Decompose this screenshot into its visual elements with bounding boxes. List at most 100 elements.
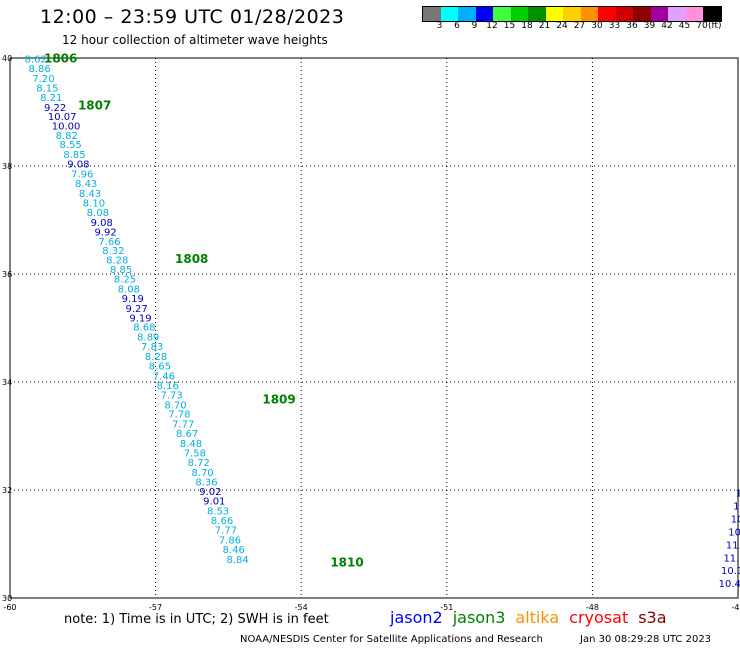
swh-value-label: 8.82 xyxy=(56,131,78,142)
swh-value-label: 7.46 xyxy=(153,371,175,382)
swh-value-label: 7.77 xyxy=(215,526,237,537)
swh-value-label: 9.27 xyxy=(126,304,148,315)
swh-value-label: 8.68 xyxy=(133,323,155,334)
x-tick-label: -57 xyxy=(149,603,162,612)
colorbar-swatch xyxy=(580,7,598,21)
swh-value-label: 8.85 xyxy=(63,150,85,161)
x-tick-label: -54 xyxy=(295,603,308,612)
swh-value-label: 7.58 xyxy=(184,449,206,460)
swh-value-label: 7.20 xyxy=(32,74,54,85)
swh-value-label: 8.89 xyxy=(137,332,159,343)
swh-value-label: 8.08 xyxy=(118,284,140,295)
swh-value-label: 9.19 xyxy=(129,314,151,325)
legend-item-altika: altika xyxy=(515,608,560,627)
legend-item-jason3: jason3 xyxy=(452,608,506,627)
swh-value-label: 8.08 xyxy=(87,208,109,219)
swh-value-label: 11.28 xyxy=(723,553,740,564)
y-tick-label: 30 xyxy=(2,594,12,603)
swh-value-label: 8.16 xyxy=(157,381,179,392)
colorbar xyxy=(422,6,722,22)
colorbar-tick-label: 9 xyxy=(471,21,478,31)
colorbar-tick-label: 15 xyxy=(503,21,516,31)
credit-line: NOAA/NESDIS Center for Satellite Applica… xyxy=(240,634,543,645)
legend-item-jason2: jason2 xyxy=(390,608,443,627)
colorbar-tick-label: 70 xyxy=(696,21,708,31)
colorbar-swatch xyxy=(493,7,511,21)
chart-subtitle: 12 hour collection of altimeter wave hei… xyxy=(62,33,328,47)
colorbar-swatch xyxy=(528,7,546,21)
colorbar-swatch xyxy=(423,7,441,21)
colorbar-swatch xyxy=(545,7,563,21)
swh-value-label: 9.08 xyxy=(67,160,89,171)
colorbar-tick-label: 36 xyxy=(626,21,638,31)
swh-value-label: 8.55 xyxy=(60,140,82,151)
x-tick-label: -45 xyxy=(731,603,740,612)
swh-value-label: 8.21 xyxy=(40,93,62,104)
y-tick-label: 36 xyxy=(2,270,12,279)
swh-value-label: 8.70 xyxy=(192,468,214,479)
swh-value-label: 8.85 xyxy=(110,265,132,276)
colorbar-labels: 3 6 9 12 15 18 21 24 27 30 33 36 39 42 45 70 (ft) xyxy=(422,21,740,33)
colorbar-tick-label: (ft) xyxy=(707,21,722,31)
swh-value-label: 7.77 xyxy=(172,419,194,430)
swh-value-label: 10.14 xyxy=(721,566,740,577)
swh-value-label: 9.19 xyxy=(122,294,144,305)
swh-value-label: 8.84 xyxy=(226,555,248,566)
colorbar-tick-label: 18 xyxy=(521,21,533,31)
colorbar-tick-label: 42 xyxy=(661,21,673,31)
swh-value-label: 7.86 xyxy=(219,535,241,546)
y-tick-label: 34 xyxy=(2,378,12,387)
swh-value-label: 10.00 xyxy=(52,121,81,132)
pass-label: 1808 xyxy=(175,252,208,266)
swh-value-label: 11.5 xyxy=(726,540,740,551)
legend-item-cryosat: cryosat xyxy=(569,608,629,627)
plot-frame xyxy=(9,57,739,599)
colorbar-swatch xyxy=(615,7,633,21)
legend-item-s3a: s3a xyxy=(638,608,667,627)
x-tick-label: -51 xyxy=(440,603,453,612)
colorbar-swatch xyxy=(510,7,528,21)
colorbar-tick-label: 6 xyxy=(454,21,460,31)
colorbar-swatch xyxy=(668,7,686,21)
swh-value-label: 10. xyxy=(731,514,740,525)
pass-label: 1809 xyxy=(262,393,295,407)
colorbar-tick-label: 45 xyxy=(678,21,691,31)
generated-timestamp: Jan 30 08:29:28 UTC 2023 xyxy=(580,634,712,645)
colorbar-tick-label: 3 xyxy=(436,21,443,31)
colorbar-swatch xyxy=(440,7,458,21)
swh-value-label: 8.28 xyxy=(145,352,167,363)
swh-value-label: 8.28 xyxy=(106,256,128,267)
swh-value-label: 10.42 xyxy=(719,579,740,590)
swh-value-label: 8.43 xyxy=(79,189,101,200)
swh-value-label: 8.72 xyxy=(188,458,210,469)
colorbar-swatch xyxy=(650,7,668,21)
units-note: note: 1) Time is in UTC; 2) SWH is in fe… xyxy=(64,612,329,627)
x-tick-label: -48 xyxy=(586,603,599,612)
swh-value-label: 10.07 xyxy=(48,112,77,123)
colorbar-tick-label: 24 xyxy=(556,21,568,31)
colorbar-swatch xyxy=(685,7,703,21)
swh-value-label: 7.78 xyxy=(168,410,190,421)
x-tick-label: -60 xyxy=(3,603,16,612)
pass-label: 1806 xyxy=(44,51,77,65)
swh-value-label: 10 xyxy=(733,501,740,512)
swh-value-label: 9.92 xyxy=(94,228,116,239)
swh-value-label: 8.65 xyxy=(149,362,171,373)
y-tick-label: 32 xyxy=(2,486,12,495)
swh-value-label: 8.36 xyxy=(195,478,217,489)
swh-value-label: 8.32 xyxy=(102,246,124,257)
swh-value-label: 9.08 xyxy=(91,218,113,229)
colorbar-tick-label: 33 xyxy=(608,21,621,31)
swh-value-label: 7.66 xyxy=(98,237,120,248)
swh-value-label: 9.22 xyxy=(44,103,66,114)
colorbar-swatch xyxy=(458,7,476,21)
satellite-legend: jason2 jason3 altika cryosat s3a xyxy=(390,608,667,627)
swh-value-label: 11 xyxy=(736,488,740,499)
swh-value-label: 9.01 xyxy=(203,497,225,508)
swh-value-label: 8.86 xyxy=(28,64,50,75)
colorbar-tick-label: 39 xyxy=(643,21,656,31)
swh-value-label: 7.83 xyxy=(141,342,163,353)
swh-value-label: 7.96 xyxy=(71,169,93,180)
swh-value-label: 8.25 xyxy=(114,275,136,286)
colorbar-swatch xyxy=(598,7,616,21)
